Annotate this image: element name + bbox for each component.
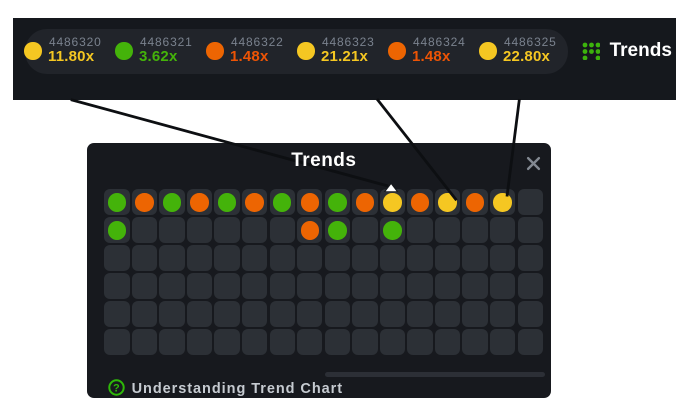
svg-text:?: ? xyxy=(113,383,120,395)
